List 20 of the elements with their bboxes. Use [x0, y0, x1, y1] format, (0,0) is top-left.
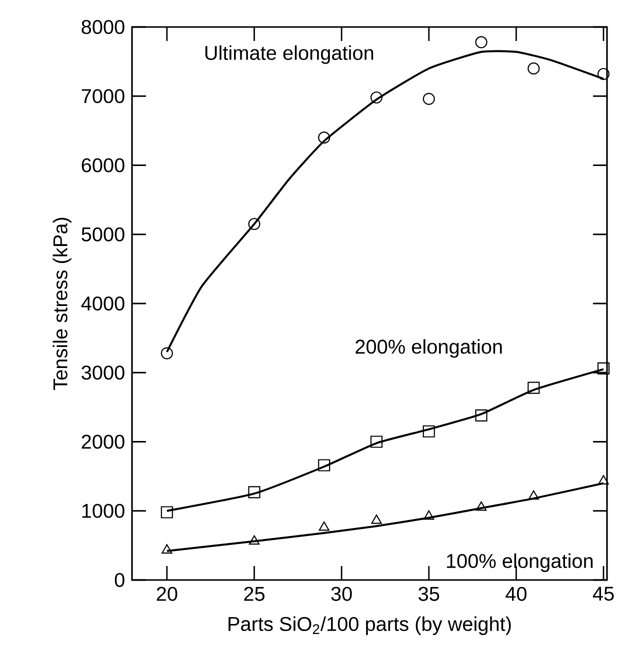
series-label: Ultimate elongation [205, 45, 374, 64]
text: 200% elongation [356, 339, 502, 358]
y-tick-label: 0 [114, 572, 124, 588]
x-tick-label: 45 [592, 586, 614, 601]
y-tick-label: 3000 [82, 366, 124, 380]
x-tick-label: 20 [156, 586, 178, 601]
y-axis-title: Tensile stress (kPa) [52, 218, 72, 390]
y-tick-label: 4000 [81, 296, 124, 311]
y-tick-label: 8000 [82, 20, 124, 34]
x-tick-label: 35 [418, 586, 440, 601]
legend-label: 100% elongation [446, 553, 593, 572]
y-tick-label: 2000 [82, 434, 124, 449]
y-tick-label: 1000 [82, 504, 124, 518]
x-tick-label: 30 [331, 586, 352, 601]
y-tick-label: 5000 [82, 227, 124, 242]
x-axis-title: Parts SiO$_{2}$/100 parts (by weight) [228, 616, 511, 636]
y-tick-label: 7000 [82, 89, 124, 104]
y-tick-label: 6000 [82, 158, 124, 172]
x-tick-label: 25 [244, 586, 264, 601]
x-tick-label: 40 [506, 586, 526, 601]
